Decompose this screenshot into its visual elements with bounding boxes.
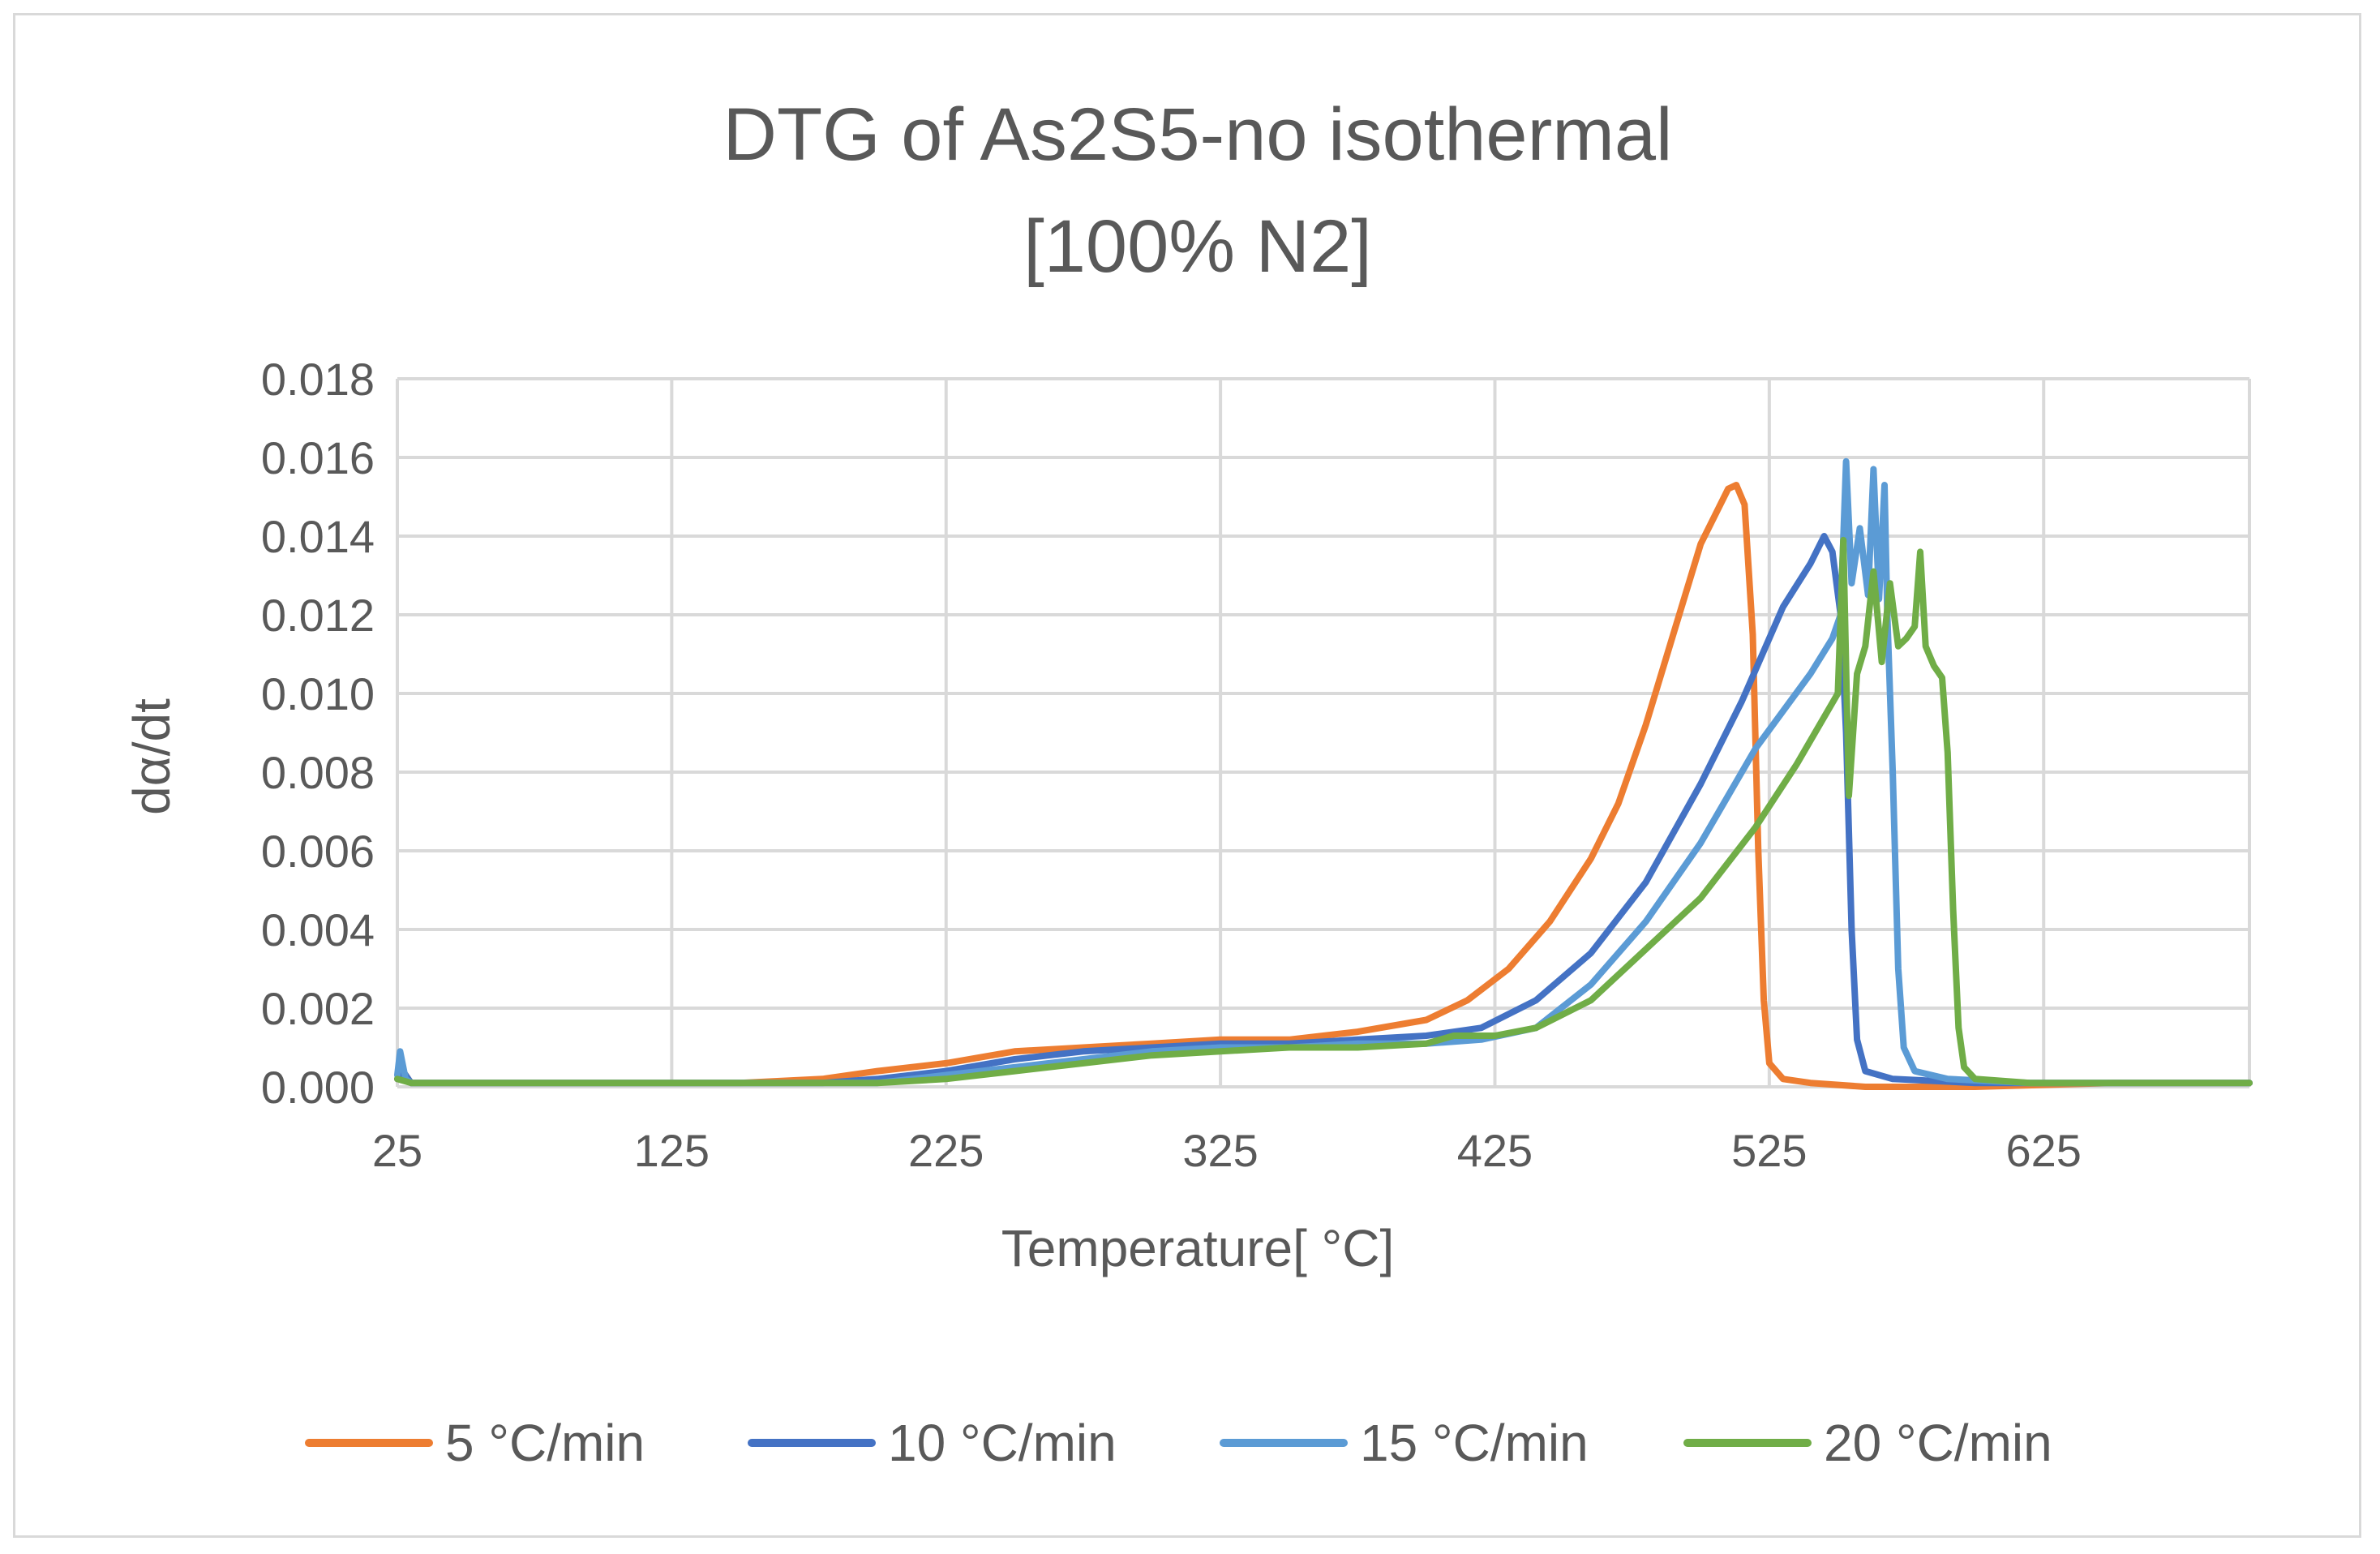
legend-label-4: 20 °C/min: [1824, 1414, 2052, 1472]
series-line-4: [394, 536, 2253, 1087]
x-tick-label: 25: [372, 1125, 422, 1176]
legend-label-3: 15 °C/min: [1360, 1414, 1589, 1472]
y-tick-label: 0.010: [261, 668, 375, 719]
chart-title-line-2: [100% N2]: [1023, 205, 1372, 288]
y-tick-label: 0.002: [261, 983, 375, 1034]
series-lines: [394, 457, 2253, 1090]
chart-area: DTG of As2S5-no isothermal [100% N2] 0.0…: [13, 13, 2361, 1538]
x-tick-label: 525: [1731, 1125, 1807, 1176]
x-tick-label: 625: [2006, 1125, 2082, 1176]
y-tick-label: 0.006: [261, 826, 375, 877]
y-tick-label: 0.018: [261, 354, 375, 405]
x-tick-label: 225: [908, 1125, 984, 1176]
x-tick-label: 325: [1182, 1125, 1258, 1176]
chart-svg: DTG of As2S5-no isothermal [100% N2] 0.0…: [122, 93, 2253, 1472]
grid-lines: [396, 377, 2251, 1088]
x-axis-ticks: 25 125 225 325 425 525 625: [372, 1125, 2082, 1176]
legend-label-2: 10 °C/min: [888, 1414, 1117, 1472]
legend: 5 °C/min 10 °C/min 15 °C/min 20 °C/min: [305, 1414, 2052, 1472]
y-tick-label: 0.008: [261, 747, 375, 798]
y-tick-label: 0.016: [261, 432, 375, 483]
series-line-1: [394, 482, 2253, 1090]
x-tick-label: 125: [634, 1125, 710, 1176]
chart-title-line-1: DTG of As2S5-no isothermal: [723, 93, 1673, 176]
y-tick-label: 0.000: [261, 1062, 375, 1113]
y-axis-ticks: 0.000 0.002 0.004 0.006 0.008 0.010 0.012 0.014…: [261, 354, 375, 1113]
x-tick-label: 425: [1457, 1125, 1533, 1176]
y-tick-label: 0.012: [261, 590, 375, 641]
x-axis-title: Temperature[ °C]: [1001, 1219, 1394, 1277]
y-axis-title: dα/dt: [122, 698, 181, 815]
y-tick-label: 0.014: [261, 511, 375, 562]
legend-label-1: 5 °C/min: [445, 1414, 645, 1472]
series-line-2: [394, 533, 2253, 1087]
y-tick-label: 0.004: [261, 904, 375, 955]
